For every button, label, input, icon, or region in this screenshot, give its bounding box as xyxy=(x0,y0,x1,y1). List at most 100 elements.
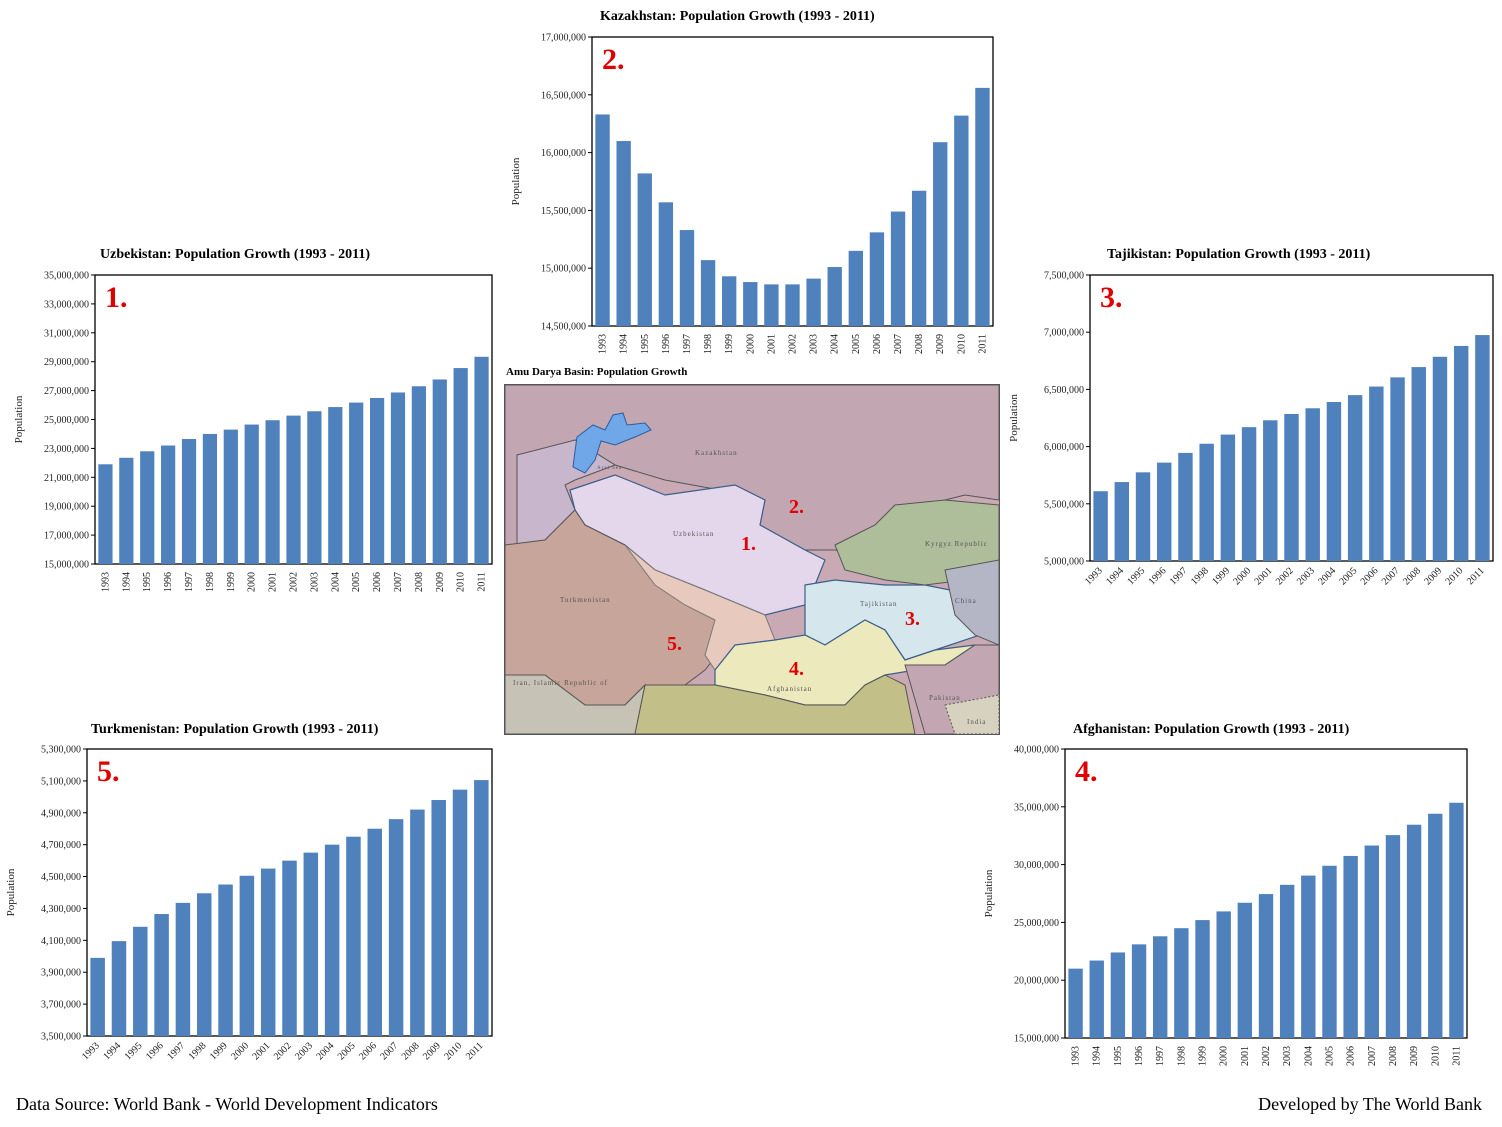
kazakhstan-bar-1999 xyxy=(722,276,737,326)
map-marker-2: 2. xyxy=(789,496,804,518)
afghanistan-bar-1996 xyxy=(1131,944,1147,1038)
uzbekistan-ytick-label: 21,000,000 xyxy=(44,473,89,484)
tajikistan-bar-2005 xyxy=(1347,395,1363,561)
turkmenistan-bar-2002 xyxy=(282,860,297,1036)
kazakhstan-xtick-label: 2010 xyxy=(956,334,967,354)
turkmenistan-xtick-label: 2005 xyxy=(336,1040,358,1062)
kazakhstan-xtick-label: 2005 xyxy=(851,334,862,354)
footer-credit: Developed by The World Bank xyxy=(1258,1094,1482,1114)
uzbekistan-chart-title: Uzbekistan: Population Growth (1993 - 20… xyxy=(100,247,370,262)
tajikistan-bar-1997 xyxy=(1178,452,1193,561)
turkmenistan-xtick-label: 2003 xyxy=(293,1040,315,1062)
tajikistan-bar-2004 xyxy=(1326,401,1342,561)
turkmenistan-ytick-label: 5,300,000 xyxy=(41,745,81,756)
uzbekistan-bar-1994 xyxy=(119,457,134,564)
uzbekistan-bar-2003 xyxy=(307,411,322,564)
kazakhstan-bar-2011 xyxy=(975,87,990,326)
uzbekistan-xtick-label: 2011 xyxy=(477,572,488,592)
kazakhstan-bar-1995 xyxy=(637,173,652,326)
afghanistan-ytick-label: 20,000,000 xyxy=(1014,976,1059,987)
turkmenistan-ytick-label: 4,900,000 xyxy=(41,808,81,819)
turkmenistan-ytick-label: 3,700,000 xyxy=(41,1000,81,1011)
afghanistan-y-axis-title: Population xyxy=(983,869,995,917)
uzbekistan-xtick-label: 2010 xyxy=(456,572,467,592)
tajikistan-xtick-label: 2007 xyxy=(1380,565,1402,587)
uzbekistan-bar-2009 xyxy=(432,379,447,564)
afghanistan-bar-1993 xyxy=(1068,968,1083,1038)
uzbekistan-bar-2008 xyxy=(411,386,426,564)
tajikistan-bar-1994 xyxy=(1114,482,1130,561)
afghanistan-xtick-label: 2003 xyxy=(1282,1046,1293,1066)
uzbekistan-xtick-label: 2009 xyxy=(435,572,446,592)
tajikistan-ytick-label: 6,000,000 xyxy=(1044,442,1084,453)
afghanistan-xtick-label: 1997 xyxy=(1155,1046,1166,1066)
uzbekistan-y-axis-title: Population xyxy=(13,395,25,443)
turkmenistan-xtick-label: 1994 xyxy=(101,1040,123,1062)
uzbekistan-ytick-label: 17,000,000 xyxy=(44,531,89,542)
afghanistan-xtick-label: 1993 xyxy=(1071,1046,1082,1066)
turkmenistan-ytick-label: 4,700,000 xyxy=(41,840,81,851)
turkmenistan-bar-2009 xyxy=(431,800,446,1036)
map-label-china: China xyxy=(955,597,977,605)
kazakhstan-y-axis-title: Population xyxy=(510,157,522,205)
aral-sea xyxy=(572,412,652,474)
uzbekistan-chart-badge: 1. xyxy=(105,281,128,314)
turkmenistan-bar-2007 xyxy=(388,819,404,1036)
map-label-pakistan: Pakistan xyxy=(929,694,961,702)
tajikistan-bar-2006 xyxy=(1369,386,1384,561)
map-label-kazakhstan: Kazakhstan xyxy=(695,449,738,457)
uzbekistan-ytick-label: 29,000,000 xyxy=(44,357,89,368)
uzbekistan-xtick-label: 1993 xyxy=(100,572,111,592)
uzbekistan-xtick-label: 2008 xyxy=(414,572,425,592)
uzbekistan-bar-2004 xyxy=(328,407,343,564)
turkmenistan-bar-2006 xyxy=(367,828,383,1036)
afghanistan-xtick-label: 2006 xyxy=(1346,1046,1357,1066)
kazakhstan-xtick-label: 1998 xyxy=(703,334,714,354)
turkmenistan-bar-1998 xyxy=(196,893,212,1036)
tajikistan-xtick-label: 1996 xyxy=(1147,565,1169,587)
kazakhstan-bar-1993 xyxy=(595,114,610,327)
kazakhstan-bar-2003 xyxy=(806,278,821,326)
tajikistan-xtick-label: 2002 xyxy=(1274,565,1296,587)
turkmenistan-bar-2004 xyxy=(324,844,340,1036)
turkmenistan-bar-2000 xyxy=(239,875,255,1036)
kazakhstan-bar-2004 xyxy=(827,267,842,326)
uzbekistan-bar-1997 xyxy=(181,439,197,564)
afghanistan-ytick-label: 40,000,000 xyxy=(1014,745,1059,756)
uzbekistan-xtick-label: 2003 xyxy=(309,572,320,592)
kazakhstan-xtick-label: 1997 xyxy=(682,334,693,354)
kazakhstan-xtick-label: 2002 xyxy=(788,334,799,354)
uzbekistan-ytick-label: 27,000,000 xyxy=(44,386,89,397)
uzbekistan-bar-1999 xyxy=(223,429,238,564)
tajikistan-ytick-label: 7,000,000 xyxy=(1044,328,1084,339)
uzbekistan-xtick-label: 2001 xyxy=(268,572,279,592)
uzbekistan-bar-1993 xyxy=(98,464,113,564)
map-label-afghanistan: Afghanistan xyxy=(767,685,812,693)
kazakhstan-ytick-label: 15,500,000 xyxy=(541,206,586,217)
afghanistan-xtick-label: 1998 xyxy=(1176,1046,1187,1066)
afghanistan-bar-2009 xyxy=(1406,824,1422,1038)
afghanistan-bar-2003 xyxy=(1279,884,1295,1038)
turkmenistan-bar-1995 xyxy=(133,926,148,1036)
kazakhstan-bar-2007 xyxy=(890,211,906,326)
turkmenistan-ytick-label: 4,500,000 xyxy=(41,872,81,883)
tajikistan-bar-2000 xyxy=(1241,427,1257,561)
kazakhstan-xtick-label: 2003 xyxy=(809,334,820,354)
afghanistan-xtick-label: 2009 xyxy=(1409,1046,1420,1066)
map-marker-4: 4. xyxy=(789,658,804,680)
kazakhstan-xtick-label: 2008 xyxy=(914,334,925,354)
turkmenistan-xtick-label: 1993 xyxy=(80,1040,102,1062)
kazakhstan-ytick-label: 16,000,000 xyxy=(541,148,586,159)
kazakhstan-xtick-label: 2004 xyxy=(830,334,841,354)
tajikistan-bar-1996 xyxy=(1157,462,1172,561)
map-title: Amu Darya Basin: Population Growth xyxy=(506,366,688,378)
turkmenistan-bar-2011 xyxy=(474,780,489,1036)
kazakhstan-bar-2009 xyxy=(933,142,948,326)
kazakhstan-bar-2006 xyxy=(869,232,885,326)
afghanistan-xtick-label: 2008 xyxy=(1388,1046,1399,1066)
tajikistan-bar-2011 xyxy=(1475,335,1490,561)
turkmenistan-xtick-label: 2001 xyxy=(251,1040,273,1062)
afghanistan-chart-title: Afghanistan: Population Growth (1993 - 2… xyxy=(1073,722,1350,737)
uzbekistan-xtick-label: 2005 xyxy=(351,572,362,592)
uzbekistan-bar-1996 xyxy=(161,445,176,564)
